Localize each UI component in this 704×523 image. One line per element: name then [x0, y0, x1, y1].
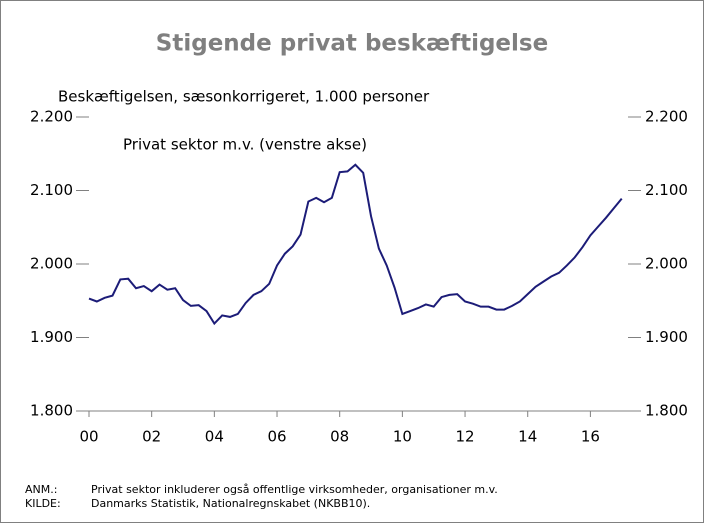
x-tick-label: 02 [142, 428, 161, 446]
y2-tick-label: 2.200 [645, 108, 688, 126]
chart-title: Stigende privat beskæftigelse [156, 31, 548, 57]
y2-tick-label: 2.100 [645, 181, 688, 199]
y-tick-label: 1.800 [30, 402, 73, 420]
note-text: Danmarks Statistik, Nationalregnskabet (… [91, 497, 370, 510]
y-tick-label: 2.200 [30, 108, 73, 126]
y-tick-label: 2.100 [30, 181, 73, 199]
y-tick-label: 2.000 [30, 255, 73, 273]
y-tick-label: 1.900 [30, 328, 73, 346]
x-tick-label: 04 [205, 428, 224, 446]
note-label: KILDE: [25, 497, 61, 510]
x-tick-label: 08 [330, 428, 349, 446]
line [88, 163, 623, 326]
y2-tick-label: 2.000 [645, 255, 688, 273]
note-text: Privat sektor inkluderer også offentlige… [91, 483, 498, 496]
x-tick-label: 12 [455, 428, 474, 446]
y2-tick-label: 1.800 [645, 402, 688, 420]
x-tick-label: 10 [393, 428, 412, 446]
y2-tick-label: 1.900 [645, 328, 688, 346]
note-label: ANM.: [25, 483, 57, 496]
subtitle: Beskæftigelsen, sæsonkorrigeret, 1.000 p… [58, 88, 430, 106]
series-label: Privat sektor m.v. (venstre akse) [123, 136, 367, 154]
x-tick-label: 06 [267, 428, 286, 446]
x-tick-label: 16 [581, 428, 600, 446]
x-tick-label: 14 [518, 428, 537, 446]
x-tick-label: 00 [79, 428, 98, 446]
